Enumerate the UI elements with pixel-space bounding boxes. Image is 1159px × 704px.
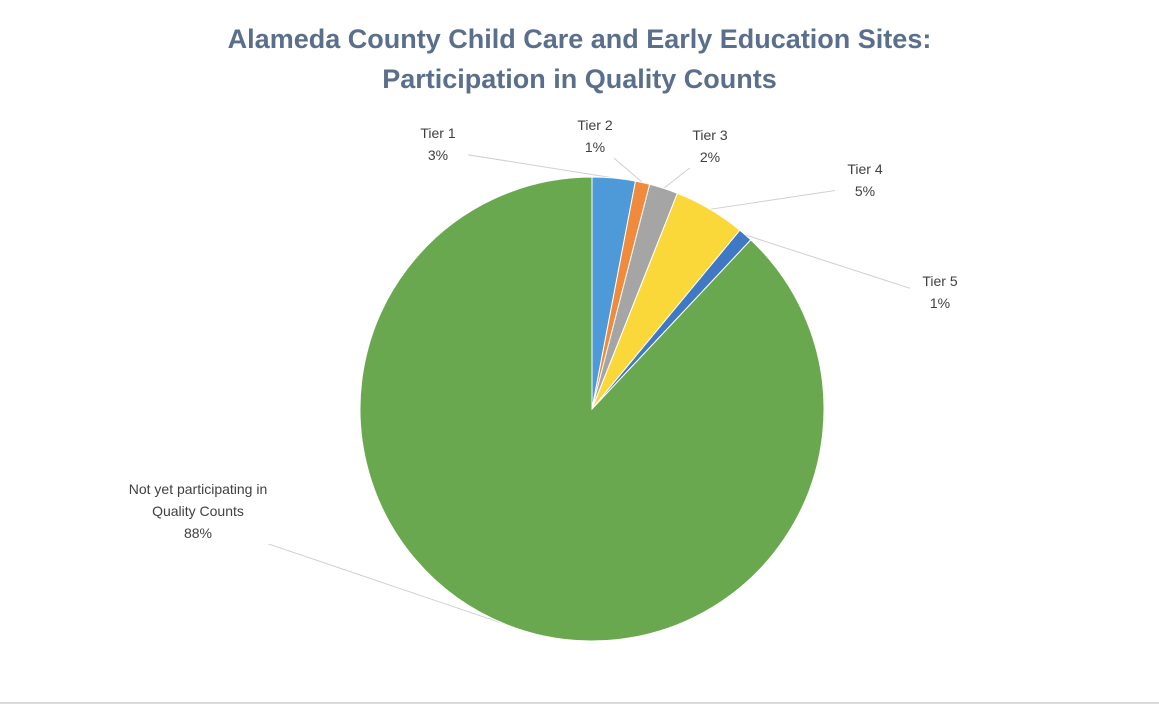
slice-label-tier-4: Tier 4 5% [835,158,895,202]
slice-label-tier-2-name: Tier 2 [577,117,613,133]
slice-label-not-yet: Not yet participating in Quality Counts … [88,478,308,544]
slice-label-tier-3: Tier 3 2% [680,124,740,168]
slice-label-tier-5-name: Tier 5 [922,273,958,289]
pie-slice-not-yet-participating-in-quality-counts [359,176,825,642]
slice-label-tier-4-name: Tier 4 [847,161,883,177]
slice-label-not-yet-line2: Quality Counts [152,503,244,519]
slice-label-tier-1-name: Tier 1 [420,125,456,141]
slice-label-tier-1: Tier 1 3% [408,122,468,166]
slice-label-tier-4-value: 5% [854,183,876,199]
slice-label-tier-2: Tier 2 1% [565,114,625,158]
slice-label-tier-5: Tier 5 1% [910,270,970,314]
slice-label-tier-5-value: 1% [929,295,951,311]
slice-label-tier-2-value: 1% [584,139,606,155]
chart-title-line2: Participation in Quality Counts [382,64,777,94]
slice-label-not-yet-line1: Not yet participating in [128,481,268,497]
chart-title-line1: Alameda County Child Care and Early Educ… [227,24,932,54]
bottom-border [0,702,1159,704]
slice-label-tier-3-name: Tier 3 [692,127,728,143]
slice-label-tier-3-value: 2% [699,149,721,165]
leader-line-tier-5 [745,234,941,299]
slice-label-not-yet-value: 88% [183,525,213,541]
slice-label-tier-1-value: 3% [427,147,449,163]
